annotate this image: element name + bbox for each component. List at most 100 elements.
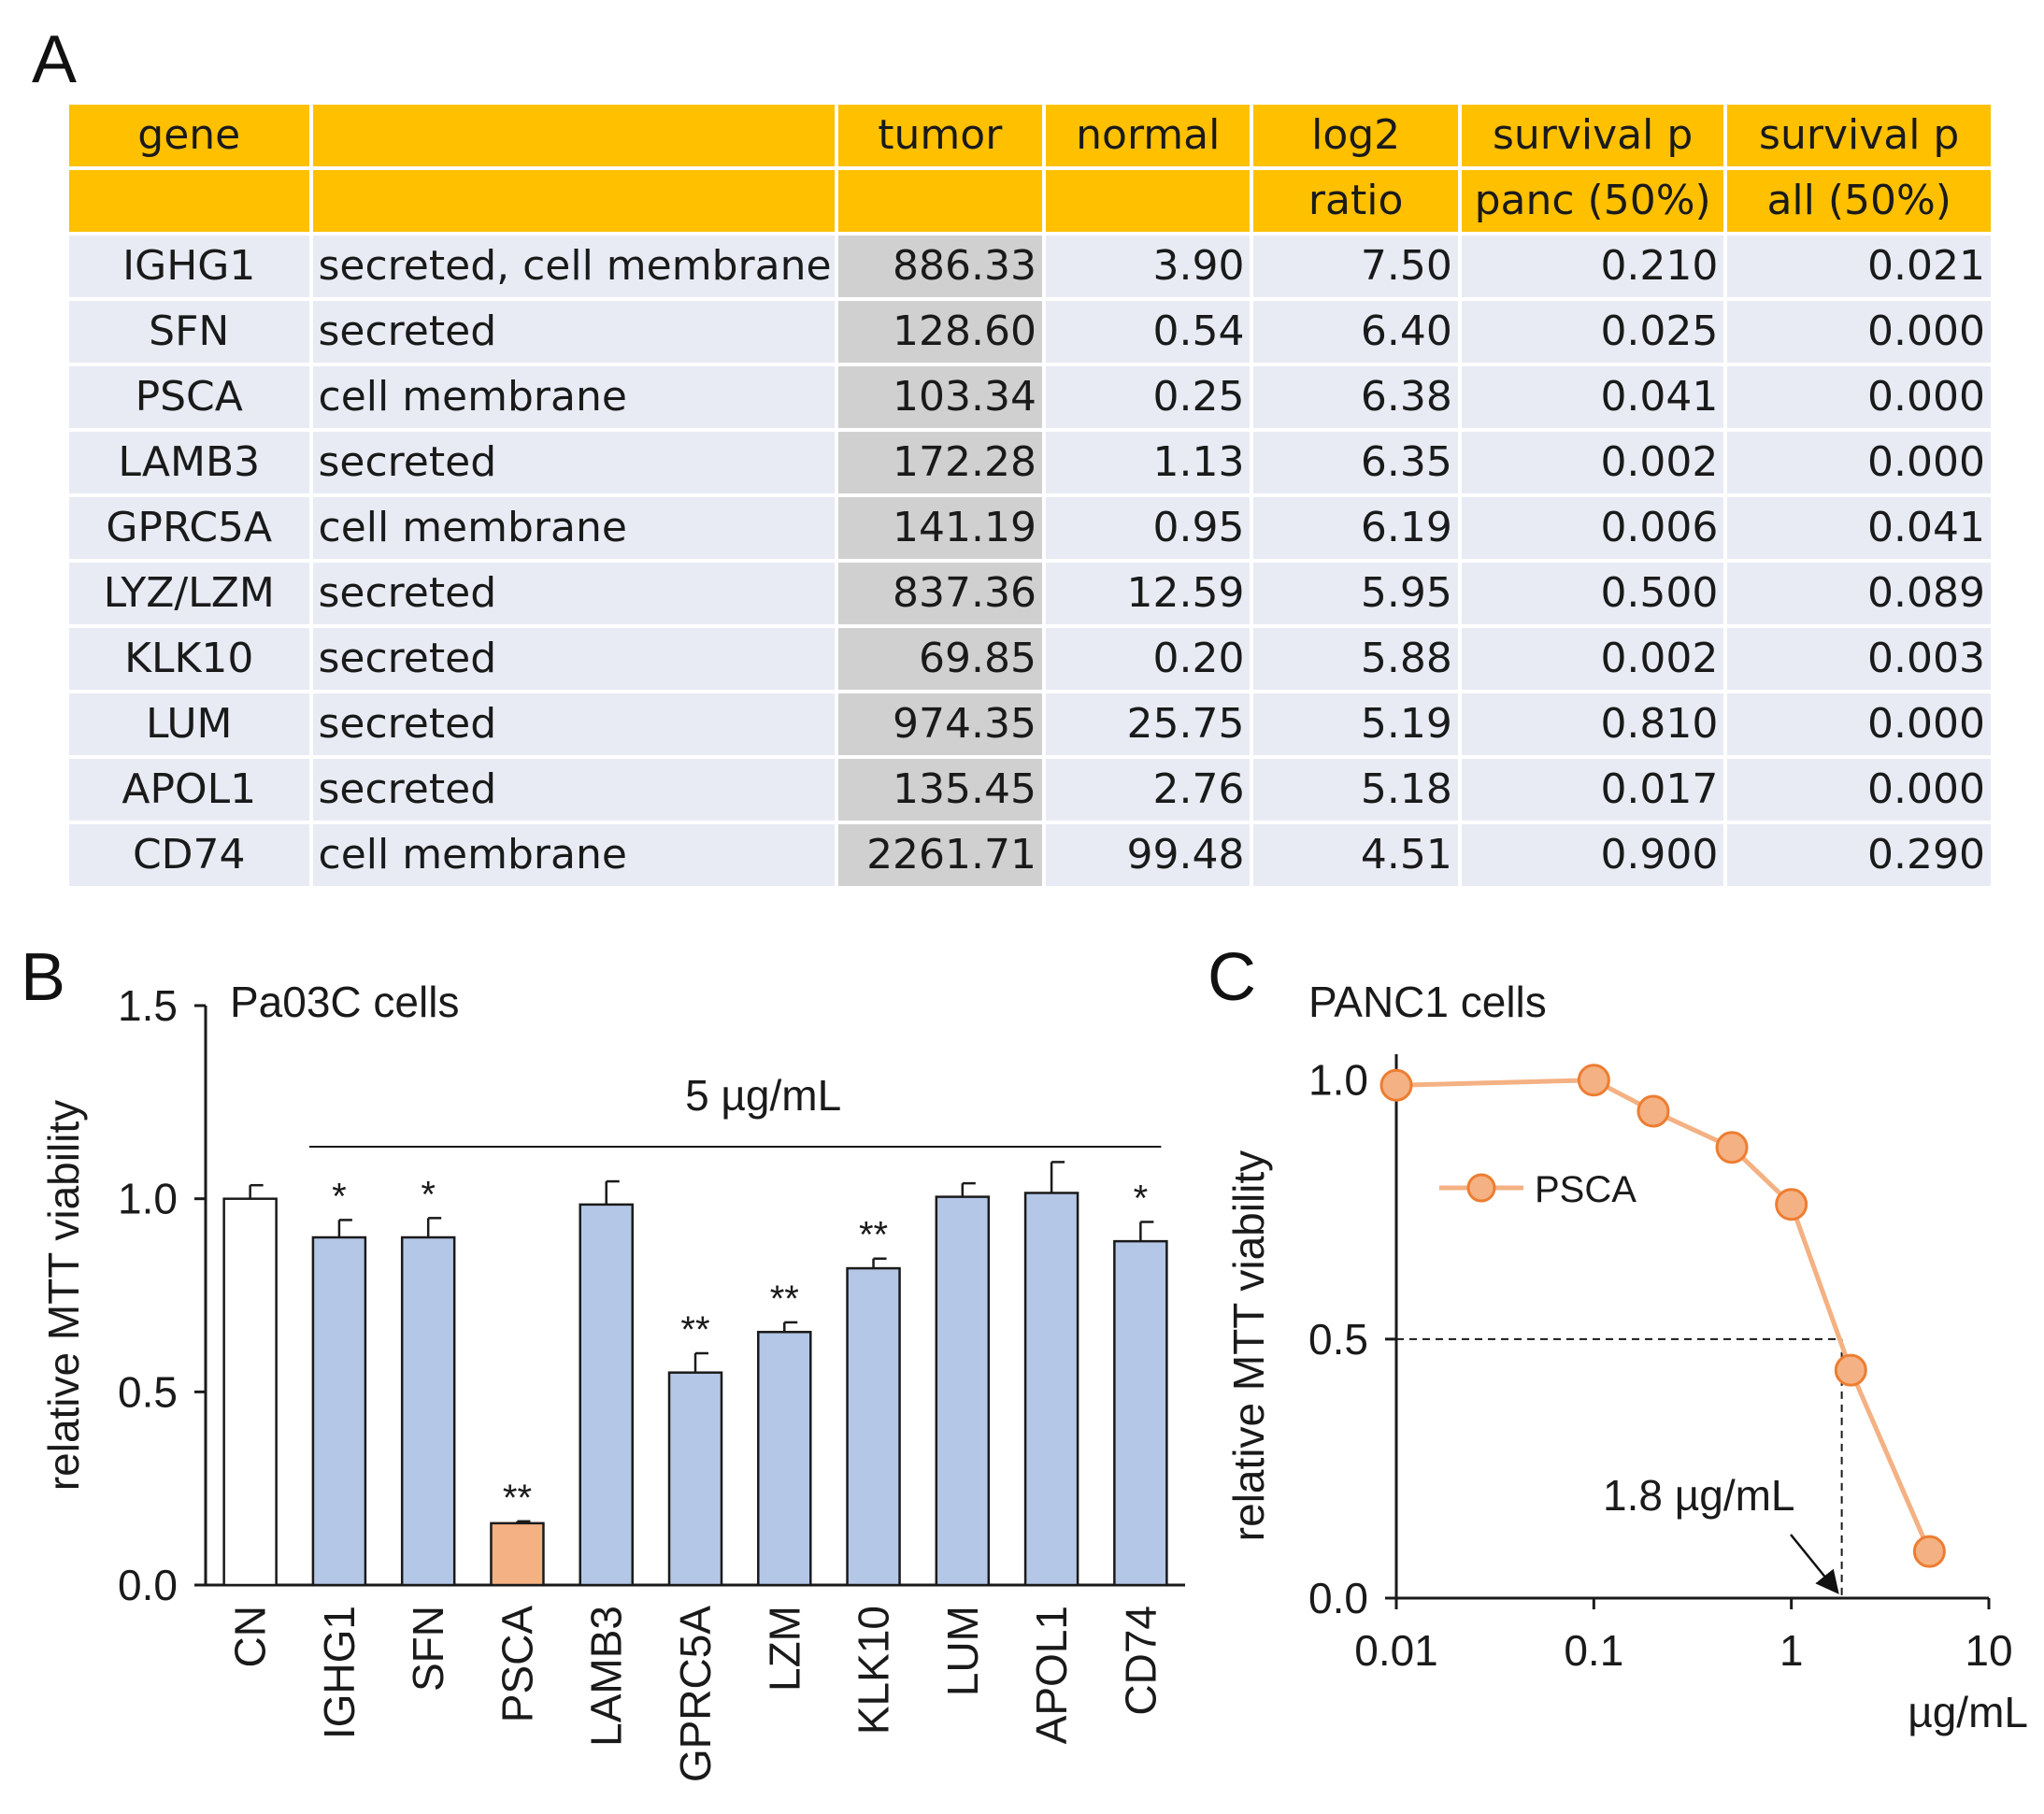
- table-cell: 0.021: [1727, 236, 1991, 297]
- y-tick-label: 0.5: [118, 1367, 178, 1416]
- table-cell: 25.75: [1046, 693, 1251, 755]
- bar-chart-pa03c: 0.0 0.5 1.0 1.5 relative MTT viability Pa03C …: [39, 978, 1185, 1782]
- table-header-cell: ratio: [1253, 170, 1458, 232]
- data-point: [1775, 1188, 1808, 1221]
- table-cell: 0.000: [1727, 693, 1991, 755]
- table-header-cell: tumor: [837, 105, 1043, 166]
- table-cell: 0.089: [1727, 563, 1991, 624]
- table-header-cell: [312, 105, 835, 166]
- table-header-cell: [1046, 170, 1251, 232]
- ic50-annotation: 1.8 µg/mL: [1603, 1471, 1795, 1520]
- y-tick-label: 0.0: [118, 1561, 178, 1609]
- table-cell: 0.003: [1727, 628, 1991, 690]
- table-cell: 99.48: [1046, 824, 1251, 886]
- table-header-cell: survival p: [1461, 105, 1724, 166]
- table-cell: KLK10: [69, 628, 309, 690]
- y-tick-label: 1.0: [1308, 1056, 1368, 1105]
- x-axis-label: µg/mL: [1908, 1688, 2028, 1736]
- bar-ighg1: [311, 1236, 367, 1587]
- table-cell: 5.95: [1253, 563, 1458, 624]
- table-cell: LUM: [69, 693, 309, 755]
- table-cell: secreted: [312, 432, 835, 493]
- table-cell: 0.95: [1046, 497, 1251, 559]
- significance-marker: **: [503, 1478, 532, 1519]
- table-cell: 0.017: [1461, 759, 1724, 821]
- table-cell: 0.006: [1461, 497, 1724, 559]
- table-cell: 0.000: [1727, 432, 1991, 493]
- bar-apol1: [1023, 1192, 1079, 1587]
- y-tick-label: 0.5: [1308, 1315, 1368, 1364]
- table-header-cell: normal: [1046, 105, 1251, 166]
- table-cell: 5.18: [1253, 759, 1458, 821]
- table-cell: 5.19: [1253, 693, 1458, 755]
- x-tick-label: IGHG1: [315, 1606, 364, 1739]
- table-row: PSCA cell membrane 103.34 0.25 6.38 0.041 0.00…: [69, 366, 1991, 428]
- table-cell: 0.210: [1461, 236, 1724, 297]
- significance-marker: *: [332, 1176, 347, 1217]
- table-cell: 128.60: [837, 301, 1043, 363]
- x-tick-label: CD74: [1116, 1606, 1165, 1716]
- bracket-label: 5 µg/mL: [685, 1071, 841, 1120]
- bar-cn: [222, 1197, 278, 1587]
- table-cell: 0.54: [1046, 301, 1251, 363]
- table-cell: 12.59: [1046, 563, 1251, 624]
- table-cell: 0.041: [1727, 497, 1991, 559]
- table-cell: cell membrane: [312, 366, 835, 428]
- table-cell: 0.290: [1727, 824, 1991, 886]
- legend-label: PSCA: [1535, 1169, 1637, 1210]
- y-axis-label: relative MTT viability: [1224, 1150, 1273, 1541]
- table-row: LUM secreted 974.35 25.75 5.19 0.810 0.000: [69, 693, 1991, 755]
- panel-label-b: B: [21, 940, 66, 1015]
- data-point: [1577, 1064, 1610, 1097]
- x-tick-label: 1: [1780, 1626, 1804, 1675]
- y-tick-label: 0.0: [1308, 1574, 1368, 1622]
- significance-marker: **: [859, 1215, 888, 1256]
- significance-marker: *: [421, 1174, 436, 1215]
- table-cell: secreted: [312, 301, 835, 363]
- data-point: [1637, 1094, 1670, 1128]
- bar-klk10: [846, 1266, 901, 1587]
- table-cell: 0.041: [1461, 366, 1724, 428]
- table-cell: secreted, cell membrane: [312, 236, 835, 297]
- table-cell: 135.45: [837, 759, 1043, 821]
- table-cell: 103.34: [837, 366, 1043, 428]
- bar-psca: [490, 1521, 545, 1587]
- table-row: GPRC5A cell membrane 141.19 0.95 6.19 0.006 0.…: [69, 497, 1991, 559]
- table-row: IGHG1 secreted, cell membrane 886.33 3.90 7.…: [69, 236, 1991, 297]
- table-cell: APOL1: [69, 759, 309, 821]
- table-cell: 0.000: [1727, 366, 1991, 428]
- panel-label-c: C: [1208, 940, 1256, 1015]
- table-cell: 4.51: [1253, 824, 1458, 886]
- table-cell: secreted: [312, 759, 835, 821]
- bar-cd74: [1113, 1239, 1168, 1587]
- x-tick-label: CN: [226, 1606, 275, 1667]
- header-row-2: ratio panc (50%) all (50%): [69, 170, 1991, 232]
- table-cell: 6.40: [1253, 301, 1458, 363]
- table-cell: secreted: [312, 693, 835, 755]
- table-header-cell: [312, 170, 835, 232]
- table-cell: secreted: [312, 628, 835, 690]
- series-line-psca: [1395, 1078, 1932, 1553]
- significance-marker: *: [1134, 1178, 1149, 1219]
- bar-lzm: [757, 1331, 812, 1587]
- table-header-cell: log2: [1253, 105, 1458, 166]
- x-tick-label: SFN: [404, 1606, 452, 1692]
- table-cell: 0.002: [1461, 628, 1724, 690]
- table-cell: PSCA: [69, 366, 309, 428]
- table-row: LYZ/LZM secreted 837.36 12.59 5.95 0.500 0.089: [69, 563, 1991, 624]
- table-cell: 837.36: [837, 563, 1043, 624]
- data-point: [1379, 1068, 1413, 1102]
- x-tick-label: 0.1: [1564, 1626, 1623, 1675]
- data-point: [1912, 1535, 1946, 1568]
- x-tick-label: LUM: [938, 1606, 987, 1696]
- table-cell: 0.500: [1461, 563, 1724, 624]
- table-row: CD74 cell membrane 2261.71 99.48 4.51 0.900 0.…: [69, 824, 1991, 886]
- table-cell: 7.50: [1253, 236, 1458, 297]
- x-tick-label: LZM: [760, 1606, 808, 1692]
- table-cell: 0.000: [1727, 759, 1991, 821]
- table-cell: 974.35: [837, 693, 1043, 755]
- table-cell: 5.88: [1253, 628, 1458, 690]
- table-cell: 172.28: [837, 432, 1043, 493]
- table-cell: 6.19: [1253, 497, 1458, 559]
